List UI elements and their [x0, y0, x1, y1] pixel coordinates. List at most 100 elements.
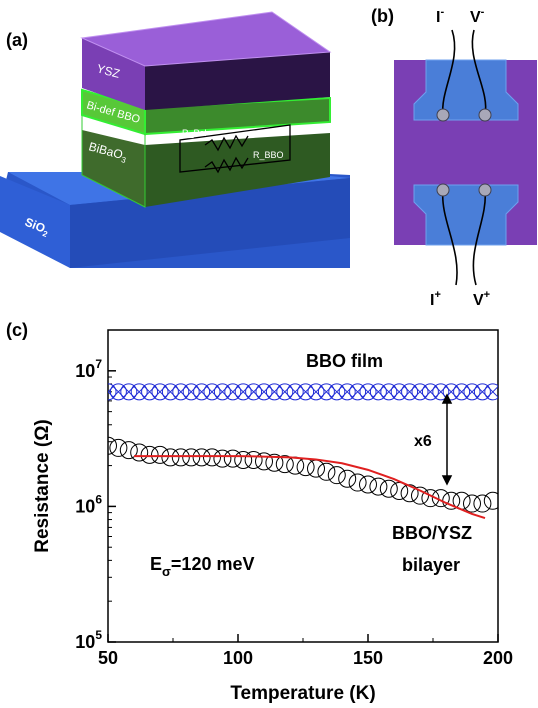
plot-frame: [107, 329, 499, 643]
panel-b: (b) I- V- I+ V+: [371, 6, 537, 309]
panel-a: (a) SiO2 BiBaO3 Bi-def BBO: [0, 11, 350, 268]
bbo-film-point: [151, 383, 169, 401]
bbo-film-point: [193, 383, 211, 401]
r-bbo-label: R_BBO: [253, 150, 284, 160]
y-axis-label: Resistance (Ω): [32, 419, 53, 553]
bilayer-point: [151, 445, 169, 464]
bilayer-point: [255, 452, 273, 471]
bilayer-point: [463, 494, 481, 513]
v-minus-label: V-: [470, 6, 485, 26]
ratio-annotation: x6: [414, 433, 432, 450]
bilayer-point: [182, 448, 201, 467]
bbo-film-point: [390, 383, 408, 401]
bbo-film-point: [161, 383, 179, 401]
bilayer-point: [307, 459, 325, 478]
ysz-label: YSZ: [95, 61, 121, 81]
x-tick-label: 50: [98, 648, 118, 668]
contact-points: [436, 108, 492, 197]
bilayer-point: [140, 445, 159, 464]
bilayer-point: [338, 469, 357, 488]
bbo-film-point: [401, 383, 419, 401]
x-axis-label: Temperature (K): [230, 683, 375, 704]
top-pad: [413, 59, 519, 121]
bbo-film-point: [421, 383, 439, 401]
y-tick-label: 106: [75, 492, 102, 516]
bilayer-point: [213, 449, 232, 468]
ysz-layer: YSZ: [80, 11, 332, 110]
y-ticks: 105 106 107: [75, 357, 116, 652]
bilayer-point: [400, 484, 419, 503]
bbo-film-point: [463, 383, 481, 401]
bbo-film-point: [120, 383, 138, 401]
panel-c: (c) 105 106 107 50 100 150 200 Temperature (K…: [6, 320, 513, 704]
bilayer-point: [379, 479, 398, 498]
bilayer-point: [234, 450, 253, 469]
bilayer-point: [348, 473, 367, 492]
bilayer-point: [431, 489, 450, 508]
bbo-film-point: [172, 383, 190, 401]
bilayer-point: [275, 455, 294, 474]
bilayer-point: [192, 448, 211, 467]
legend-bilayer-line2: bilayer: [402, 555, 460, 575]
series-layer: [108, 383, 498, 520]
bbo-film-point: [484, 383, 498, 401]
bbo-film-point: [359, 383, 377, 401]
panel-c-label: (c): [6, 320, 28, 340]
bbo-film-point: [203, 383, 221, 401]
bbo-film-point: [307, 383, 325, 401]
bbo-film-point: [328, 383, 346, 401]
bbo-film-point: [297, 383, 315, 401]
bbo-film-point: [234, 383, 252, 401]
bbo-film-point: [265, 383, 283, 401]
bbo-film-point: [453, 383, 471, 401]
x-tick-label: 150: [353, 648, 383, 668]
bilayer-point: [421, 489, 440, 508]
bilayer-point: [317, 462, 336, 481]
bbo-film-point: [411, 383, 429, 401]
bilayer-point: [223, 449, 242, 468]
v-plus-label: V+: [473, 289, 490, 309]
x-ticks: 50 100 150 200: [98, 634, 513, 668]
x-tick-label: 200: [483, 648, 513, 668]
resistor-pol: [204, 134, 249, 152]
bbo-film-point: [130, 383, 148, 401]
bottom-pad: [413, 184, 519, 246]
y-tick-label: 107: [75, 357, 102, 381]
i-minus-label: I-: [436, 6, 444, 26]
bbo-film-point: [141, 383, 159, 401]
bbo-film-point: [338, 383, 356, 401]
panel-a-label: (a): [6, 30, 28, 50]
bilayer-point: [473, 494, 492, 513]
bbo-film-point: [286, 383, 304, 401]
bilayer-point: [327, 466, 346, 485]
bilayer-point: [109, 438, 128, 457]
i-plus-label: I+: [430, 289, 441, 309]
y-tick-label: 105: [75, 628, 102, 652]
bbo-film-point: [276, 383, 294, 401]
bilayer-point: [203, 448, 221, 467]
bilayer-point: [369, 477, 388, 496]
bilayer-point: [359, 475, 377, 494]
bbo-film-point: [369, 383, 387, 401]
legend-bilayer-line1: BBO/YSZ: [392, 523, 472, 543]
bilayer-point: [108, 436, 117, 455]
activation-energy-label: Eσ=120 meV: [150, 554, 255, 579]
bbo-film-point: [245, 383, 263, 401]
x-tick-label: 100: [223, 648, 253, 668]
r-pol-label: R_Pol: [182, 128, 207, 138]
bbo-film-point: [473, 383, 491, 401]
panel-b-label: (b): [371, 6, 394, 26]
bbo-film-point: [380, 383, 398, 401]
ratio-arrow: [441, 393, 453, 486]
bilayer-point: [119, 441, 138, 460]
resistor-bbo: [204, 156, 249, 174]
bbo-film-point: [349, 383, 367, 401]
legend-bbo-film: BBO film: [306, 351, 383, 371]
bbo-film-point: [109, 383, 127, 401]
fit-curve: [134, 455, 486, 520]
resistor-network: [179, 124, 291, 174]
bbo-film-point: [182, 383, 200, 401]
bbo-film-point: [255, 383, 273, 401]
bilayer-point: [483, 491, 498, 510]
